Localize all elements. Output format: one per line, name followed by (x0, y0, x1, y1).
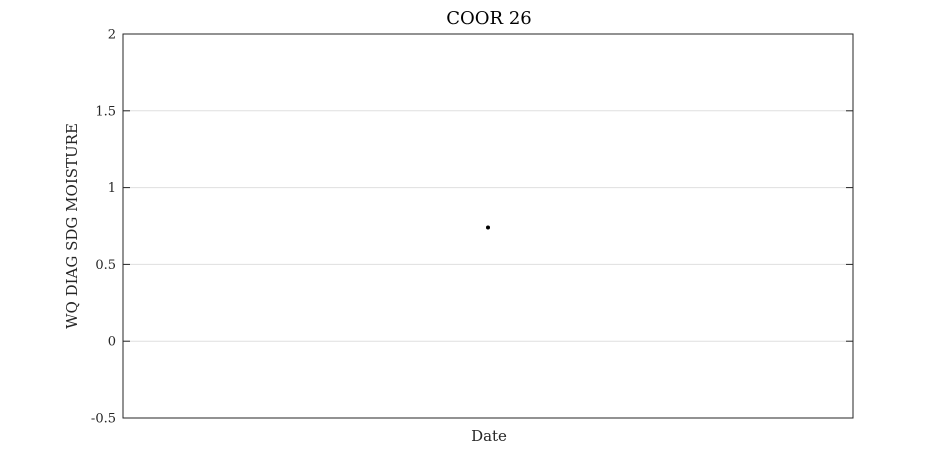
y-axis-label: WQ DIAG SDG MOISTURE (63, 123, 81, 329)
y-tick-labels: -0.5 0 0.5 1 1.5 2 (91, 28, 116, 427)
chart-title: COOR 26 (446, 8, 531, 29)
y-tick-label: 0.5 (95, 258, 116, 273)
grid-lines (123, 110, 853, 342)
plot-area-frame (122, 33, 854, 419)
y-tick-label: -0.5 (91, 412, 116, 427)
y-tick-label: 1 (108, 181, 116, 196)
y-tick-label: 1.5 (95, 104, 116, 119)
y-tick-label: 0 (108, 335, 116, 350)
y-tick-label: 2 (108, 28, 116, 43)
data-points (486, 225, 490, 230)
x-axis-label: Date (471, 427, 507, 445)
data-point (486, 225, 490, 230)
